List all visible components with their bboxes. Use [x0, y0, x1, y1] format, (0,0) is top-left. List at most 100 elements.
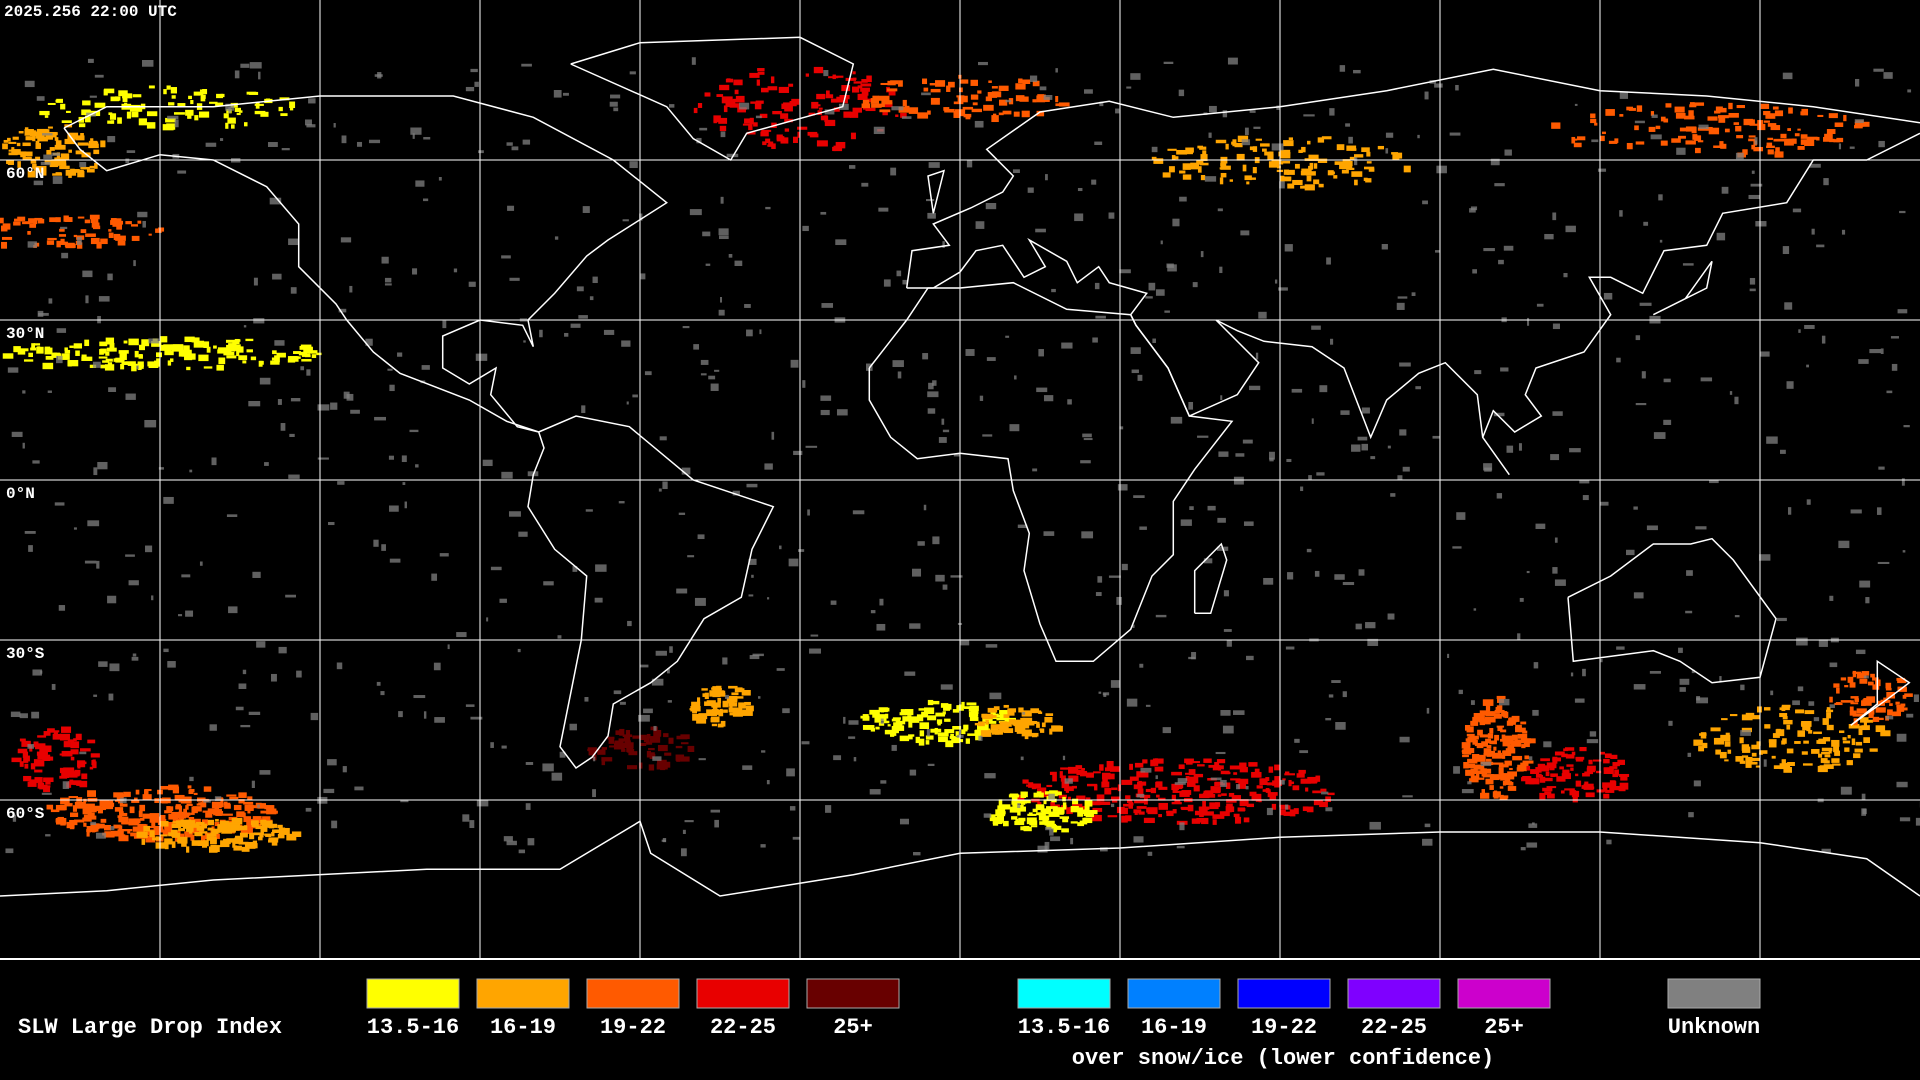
cloud-speck [648, 764, 655, 771]
cloud-speck [1283, 811, 1291, 816]
cloud-speck [3, 139, 9, 143]
cloud-speck [1498, 776, 1508, 779]
cloud-speck [991, 91, 1002, 98]
unknown-speck [199, 561, 203, 566]
unknown-speck [1493, 412, 1505, 417]
unknown-speck [978, 735, 983, 741]
unknown-speck [629, 161, 638, 169]
cloud-speck [277, 824, 283, 829]
unknown-speck [1838, 540, 1850, 549]
cloud-speck [1091, 801, 1101, 806]
cloud-speck [632, 735, 641, 739]
cloud-speck [1842, 737, 1847, 741]
cloud-speck [141, 838, 146, 845]
unknown-speck [1574, 698, 1585, 703]
cloud-speck [1896, 705, 1905, 712]
cloud-speck [726, 78, 731, 81]
cloud-speck [953, 101, 964, 105]
unknown-speck [825, 805, 832, 813]
legend-swatch [1237, 978, 1331, 1009]
cloud-speck [1171, 801, 1182, 805]
cloud-speck [1498, 764, 1509, 768]
unknown-speck [1850, 509, 1862, 514]
cloud-speck [1826, 129, 1836, 135]
cloud-speck [117, 117, 122, 124]
cloud-speck [128, 818, 139, 826]
cloud-speck [1041, 808, 1052, 815]
unknown-speck [609, 101, 618, 107]
cloud-speck [1351, 171, 1363, 177]
unknown-speck [1164, 310, 1170, 313]
cloud-speck [1244, 175, 1252, 181]
cloud-speck [1093, 771, 1101, 774]
unknown-speck [744, 304, 751, 308]
cloud-speck [80, 229, 87, 234]
unknown-speck [1633, 684, 1646, 690]
cloud-speck [1741, 744, 1750, 751]
cloud-speck [1472, 739, 1478, 745]
unknown-speck [84, 560, 97, 564]
unknown-speck [1823, 178, 1829, 186]
cloud-speck [1099, 764, 1104, 771]
cloud-speck [621, 748, 626, 752]
cloud-speck [907, 717, 915, 722]
cloud-speck [235, 836, 243, 843]
unknown-speck [1070, 837, 1074, 845]
cloud-speck [1895, 701, 1900, 705]
cloud-speck [843, 111, 851, 118]
unknown-speck [1244, 127, 1249, 136]
unknown-speck [305, 119, 312, 126]
unknown-speck [1883, 72, 1893, 79]
unknown-speck [681, 467, 691, 475]
cloud-speck [47, 237, 57, 241]
unknown-speck [1287, 572, 1294, 580]
unknown-speck [585, 509, 593, 512]
unknown-speck [349, 285, 353, 293]
unknown-speck [1452, 546, 1462, 549]
unknown-speck [1784, 302, 1793, 310]
cloud-speck [37, 218, 45, 224]
cloud-speck [54, 137, 59, 141]
cloud-speck [1502, 714, 1508, 718]
cloud-speck [1806, 136, 1818, 140]
cloud-speck [1138, 811, 1145, 815]
unknown-speck [1020, 756, 1024, 761]
unknown-speck [1782, 72, 1793, 80]
cloud-speck [1481, 789, 1485, 796]
cloud-speck [1518, 727, 1526, 733]
unknown-speck [1115, 108, 1120, 114]
cloud-speck [1032, 808, 1038, 813]
cloud-speck [1304, 184, 1315, 191]
cloud-speck [1493, 713, 1502, 719]
cloud-speck [1492, 791, 1501, 798]
cloud-speck [229, 824, 240, 831]
cloud-speck [1834, 750, 1841, 756]
cloud-speck [999, 710, 1008, 715]
unknown-speck [678, 512, 686, 515]
cloud-speck [880, 82, 889, 86]
cloud-speck [1237, 135, 1249, 143]
unknown-speck [1591, 139, 1599, 143]
unknown-speck [258, 71, 261, 80]
cloud-speck [1603, 767, 1613, 770]
cloud-speck [884, 729, 893, 735]
cloud-speck [243, 801, 254, 805]
cloud-speck [75, 733, 82, 741]
unknown-speck [1387, 613, 1395, 620]
cloud-speck [191, 806, 198, 814]
unknown-speck [891, 106, 904, 111]
cloud-speck [862, 716, 870, 721]
cloud-speck [1343, 160, 1353, 167]
unknown-speck [1455, 84, 1459, 91]
cloud-speck [852, 71, 856, 75]
cloud-speck [94, 102, 106, 108]
cloud-speck [63, 215, 69, 222]
cloud-speck [711, 723, 718, 727]
unknown-speck [1094, 282, 1100, 290]
cloud-speck [56, 240, 61, 248]
cloud-speck [27, 231, 31, 235]
cloud-speck [1292, 785, 1300, 791]
cloud-speck [1465, 769, 1475, 776]
unknown-speck [853, 757, 857, 762]
cloud-speck [1750, 757, 1760, 761]
